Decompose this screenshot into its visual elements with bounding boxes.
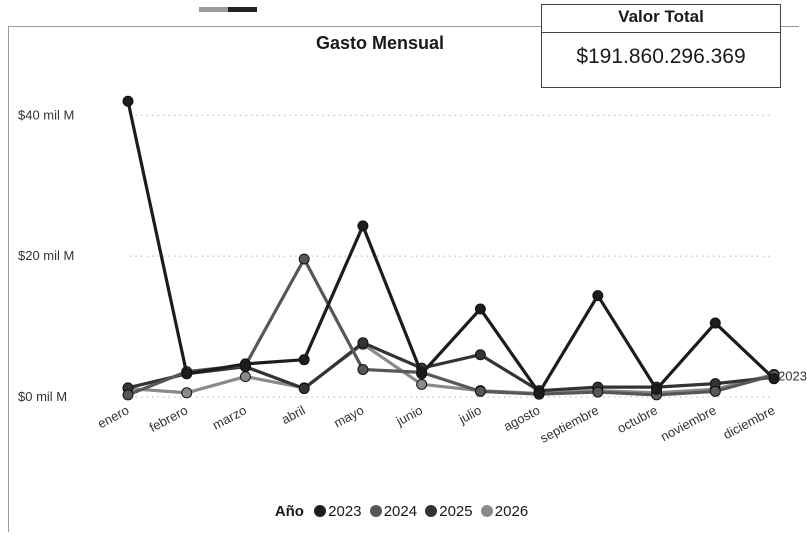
series-line-2023 — [128, 101, 774, 393]
x-tick-label: noviembre — [658, 402, 719, 444]
legend-title: Año — [275, 503, 304, 520]
data-point-2025 — [299, 384, 309, 394]
y-tick-label: $40 mil M — [18, 107, 74, 122]
y-tick-label: $0 mil M — [18, 389, 67, 404]
x-tick-label: febrero — [147, 402, 190, 435]
data-point-2023 — [123, 96, 133, 106]
data-point-2026 — [182, 388, 192, 398]
data-point-2025 — [358, 338, 368, 348]
legend-item-2025[interactable]: 2025 — [425, 503, 472, 520]
x-tick-label: enero — [95, 402, 131, 431]
data-point-2023 — [240, 359, 250, 369]
data-point-2023 — [299, 355, 309, 365]
kpi-title: Valor Total — [542, 7, 780, 27]
kpi-value: $191.860.296.369 — [542, 45, 780, 69]
x-tick-label: mayo — [331, 402, 366, 430]
legend-dot-icon — [370, 505, 382, 517]
data-point-2024 — [710, 386, 720, 396]
chart-title: Gasto Mensual — [300, 33, 460, 54]
y-tick-label: $20 mil M — [18, 248, 74, 263]
data-point-2024 — [358, 365, 368, 375]
data-point-2023 — [534, 388, 544, 398]
data-point-2023 — [593, 291, 603, 301]
legend-label: 2023 — [328, 503, 361, 520]
x-tick-label: diciembre — [721, 402, 778, 442]
x-tick-label: agosto — [501, 402, 543, 434]
x-tick-label: abril — [279, 402, 308, 427]
data-point-2024 — [593, 387, 603, 397]
data-point-2023 — [358, 221, 368, 231]
x-tick-label: julio — [455, 402, 483, 427]
data-point-2024 — [299, 254, 309, 264]
data-point-2025 — [475, 350, 485, 360]
data-point-2023 — [182, 369, 192, 379]
data-point-2023 — [710, 318, 720, 328]
legend-label: 2026 — [495, 503, 528, 520]
legend-dot-icon — [425, 505, 437, 517]
kpi-divider — [542, 32, 780, 33]
data-point-2023 — [475, 304, 485, 314]
legend-label: 2025 — [439, 503, 472, 520]
chart-legend: Año 2023 2024 2025 2026 — [0, 503, 807, 520]
legend-item-2024[interactable]: 2024 — [370, 503, 417, 520]
x-tick-label: octubre — [615, 402, 660, 436]
data-point-2026 — [417, 379, 427, 389]
data-point-2026 — [240, 372, 250, 382]
x-tick-label: septiembre — [537, 402, 601, 445]
kpi-card[interactable]: Valor Total $191.860.296.369 — [541, 4, 781, 88]
data-point-2024 — [475, 386, 485, 396]
x-tick-label: junio — [393, 402, 425, 429]
series-line-2024 — [128, 259, 774, 395]
x-tick-label: marzo — [210, 402, 249, 432]
legend-label: 2024 — [384, 503, 417, 520]
data-point-2024 — [123, 390, 133, 400]
series-end-label: 2023 — [778, 369, 807, 384]
data-point-2023 — [652, 384, 662, 394]
legend-item-2023[interactable]: 2023 — [314, 503, 361, 520]
legend-dot-icon — [314, 505, 326, 517]
data-point-2023 — [417, 369, 427, 379]
legend-dot-icon — [481, 505, 493, 517]
legend-item-2026[interactable]: 2026 — [481, 503, 528, 520]
